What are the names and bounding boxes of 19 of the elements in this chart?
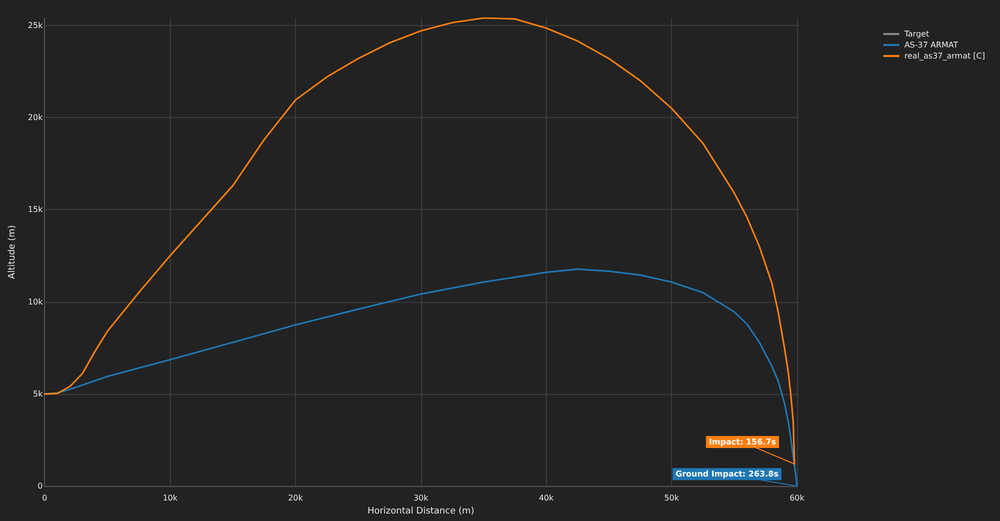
y-tick-label: 5k <box>32 389 44 398</box>
legend-label: AS-37 ARMAT <box>904 40 958 50</box>
legend-label: Target <box>903 30 930 38</box>
y-axis-title: Altitude (m) <box>8 225 18 279</box>
y-tick-label: 15k <box>28 205 44 214</box>
annotation: Impact: 156.7s <box>708 437 776 446</box>
legend-label: real_as37_armat [C] <box>904 52 986 60</box>
x-tick-label: 30k <box>413 494 429 503</box>
y-tick-label: 10k <box>28 297 44 306</box>
x-tick-label: 60k <box>790 494 805 503</box>
y-tick-label: 25k <box>28 20 44 30</box>
x-axis-title: Horizontal Distance (m) <box>367 506 474 516</box>
x-tick-label: 20k <box>288 494 304 503</box>
y-tick-label: 20k <box>28 113 44 122</box>
x-tick-label: 10k <box>162 494 178 503</box>
y-tick-label: 0 <box>38 482 43 491</box>
annotation: Ground Impact: 263.8s <box>676 470 779 479</box>
x-tick-label: 50k <box>664 494 680 503</box>
x-tick-label: 40k <box>538 494 554 503</box>
